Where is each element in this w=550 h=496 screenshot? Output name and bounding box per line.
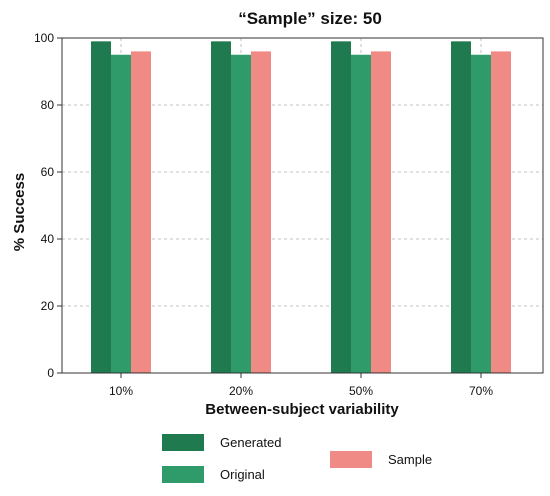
x-tick-label: 10% (109, 384, 133, 398)
bars (91, 41, 511, 374)
bar-generated-20pct (211, 41, 231, 373)
legend-swatch-original (162, 466, 204, 483)
y-tick-label: 60 (41, 165, 55, 179)
bar-generated-50pct (331, 41, 351, 373)
legend: Generated Original Sample (162, 434, 432, 483)
chart-title: “Sample” size: 50 (238, 9, 382, 28)
axis-ticks: 0 20 40 60 80 100 10% 20% 50% 70% (34, 31, 493, 398)
legend-label-sample: Sample (388, 452, 432, 467)
bar-generated-70pct (451, 41, 471, 373)
bar-sample-20pct (251, 51, 271, 374)
bar-original-10pct (111, 54, 131, 373)
bar-original-20pct (231, 54, 251, 373)
bar-sample-70pct (491, 51, 511, 374)
x-axis-label: Between-subject variability (205, 401, 399, 418)
x-tick-label: 20% (229, 384, 253, 398)
y-tick-label: 20 (41, 299, 55, 313)
legend-swatch-generated (162, 434, 204, 451)
plot-area-frame (61, 37, 544, 374)
x-tick-label: 50% (349, 384, 373, 398)
legend-label-generated: Generated (220, 435, 281, 450)
y-axis-label: % Success (11, 173, 28, 251)
x-tick-label: 70% (469, 384, 493, 398)
y-tick-label: 80 (41, 98, 55, 112)
bar-sample-10pct (131, 51, 151, 374)
bar-generated-10pct (91, 41, 111, 373)
legend-swatch-sample (330, 451, 372, 468)
bar-original-50pct (351, 54, 371, 373)
y-tick-label: 100 (34, 31, 54, 45)
bar-original-70pct (471, 54, 491, 373)
legend-label-original: Original (220, 467, 265, 482)
y-tick-label: 0 (47, 366, 54, 380)
y-tick-label: 40 (41, 232, 55, 246)
bar-sample-50pct (371, 51, 391, 374)
